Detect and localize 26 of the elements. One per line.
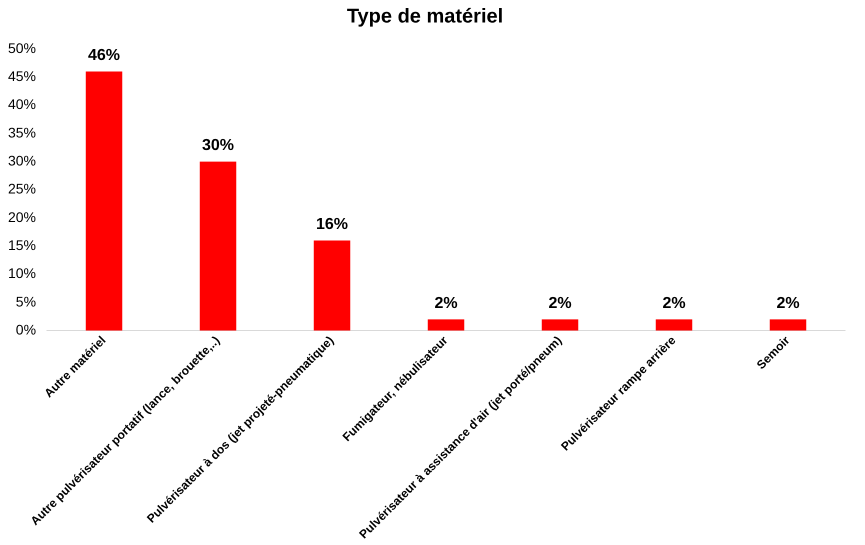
y-tick-label: 5% [16, 293, 36, 310]
bar [428, 319, 464, 331]
y-tick-label: 50% [8, 40, 36, 56]
y-tick-label: 15% [8, 237, 36, 253]
data-label: 16% [316, 216, 348, 233]
chart-title: Type de matériel [346, 6, 504, 28]
y-tick-label: 20% [8, 208, 36, 225]
y-tick-label: 10% [8, 265, 36, 282]
y-tick-label: 40% [8, 96, 36, 112]
y-tick-label: 25% [8, 180, 36, 197]
y-tick-label: 0% [16, 321, 36, 338]
bar [314, 240, 350, 331]
y-tick-label: 45% [8, 68, 36, 84]
bar [542, 319, 578, 331]
data-label: 2% [776, 294, 800, 312]
y-tick-label: 30% [8, 152, 36, 169]
data-label: 2% [434, 294, 458, 312]
bar [86, 72, 122, 331]
data-label: 30% [202, 137, 234, 154]
y-tick-label: 35% [8, 124, 36, 140]
bar [200, 162, 236, 331]
data-label: 2% [662, 294, 686, 312]
bar [770, 319, 806, 331]
data-label: 46% [88, 46, 120, 64]
data-label: 2% [548, 294, 572, 312]
bar [656, 319, 692, 331]
